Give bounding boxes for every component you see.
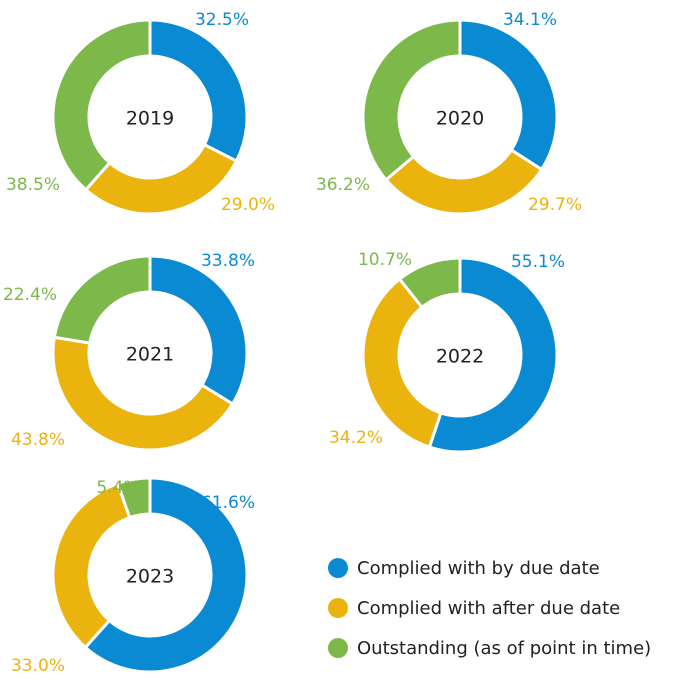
value-label: 22.4% <box>3 285 57 305</box>
donut-segment <box>148 18 249 164</box>
value-label: 29.0% <box>221 195 275 215</box>
donut-title: 2022 <box>436 346 484 368</box>
donut-segment <box>83 476 249 674</box>
donut-segment <box>51 18 152 192</box>
donut-segment <box>52 254 152 345</box>
donut-segment <box>383 147 544 216</box>
value-label: 33.0% <box>11 656 65 676</box>
value-label: 38.5% <box>6 175 60 195</box>
value-label: 61.6% <box>201 493 255 513</box>
legend-label: Complied with by due date <box>357 558 600 579</box>
donut-segment <box>361 18 462 182</box>
donut-segment <box>51 481 132 650</box>
value-label: 55.1% <box>511 252 565 272</box>
donut-title: 2021 <box>126 344 174 366</box>
donut-title: 2023 <box>126 566 174 588</box>
value-label: 34.2% <box>329 428 383 448</box>
donut-title: 2019 <box>126 108 174 130</box>
value-label: 29.7% <box>528 195 582 215</box>
legend-label: Complied with after due date <box>357 598 620 619</box>
donut-segment <box>397 256 462 310</box>
value-label: 33.8% <box>201 251 255 271</box>
legend-label: Outstanding (as of point in time) <box>357 638 651 659</box>
value-label: 36.2% <box>316 175 370 195</box>
donut-segment <box>115 476 152 520</box>
value-label: 34.1% <box>503 10 557 30</box>
value-label: 43.8% <box>11 430 65 450</box>
legend-swatch <box>328 638 348 658</box>
legend-swatch <box>328 558 348 578</box>
donut-segment <box>361 276 443 449</box>
donut-title: 2020 <box>436 108 484 130</box>
donut-segment <box>427 256 559 454</box>
donut-segment <box>148 254 249 407</box>
legend-swatch <box>328 598 348 618</box>
value-label: 32.5% <box>195 10 249 30</box>
donut-segment <box>51 335 235 452</box>
value-label: 5.4% <box>96 478 139 498</box>
donut-segment <box>83 142 239 216</box>
value-label: 10.7% <box>358 250 412 270</box>
donut-segment <box>458 18 559 172</box>
